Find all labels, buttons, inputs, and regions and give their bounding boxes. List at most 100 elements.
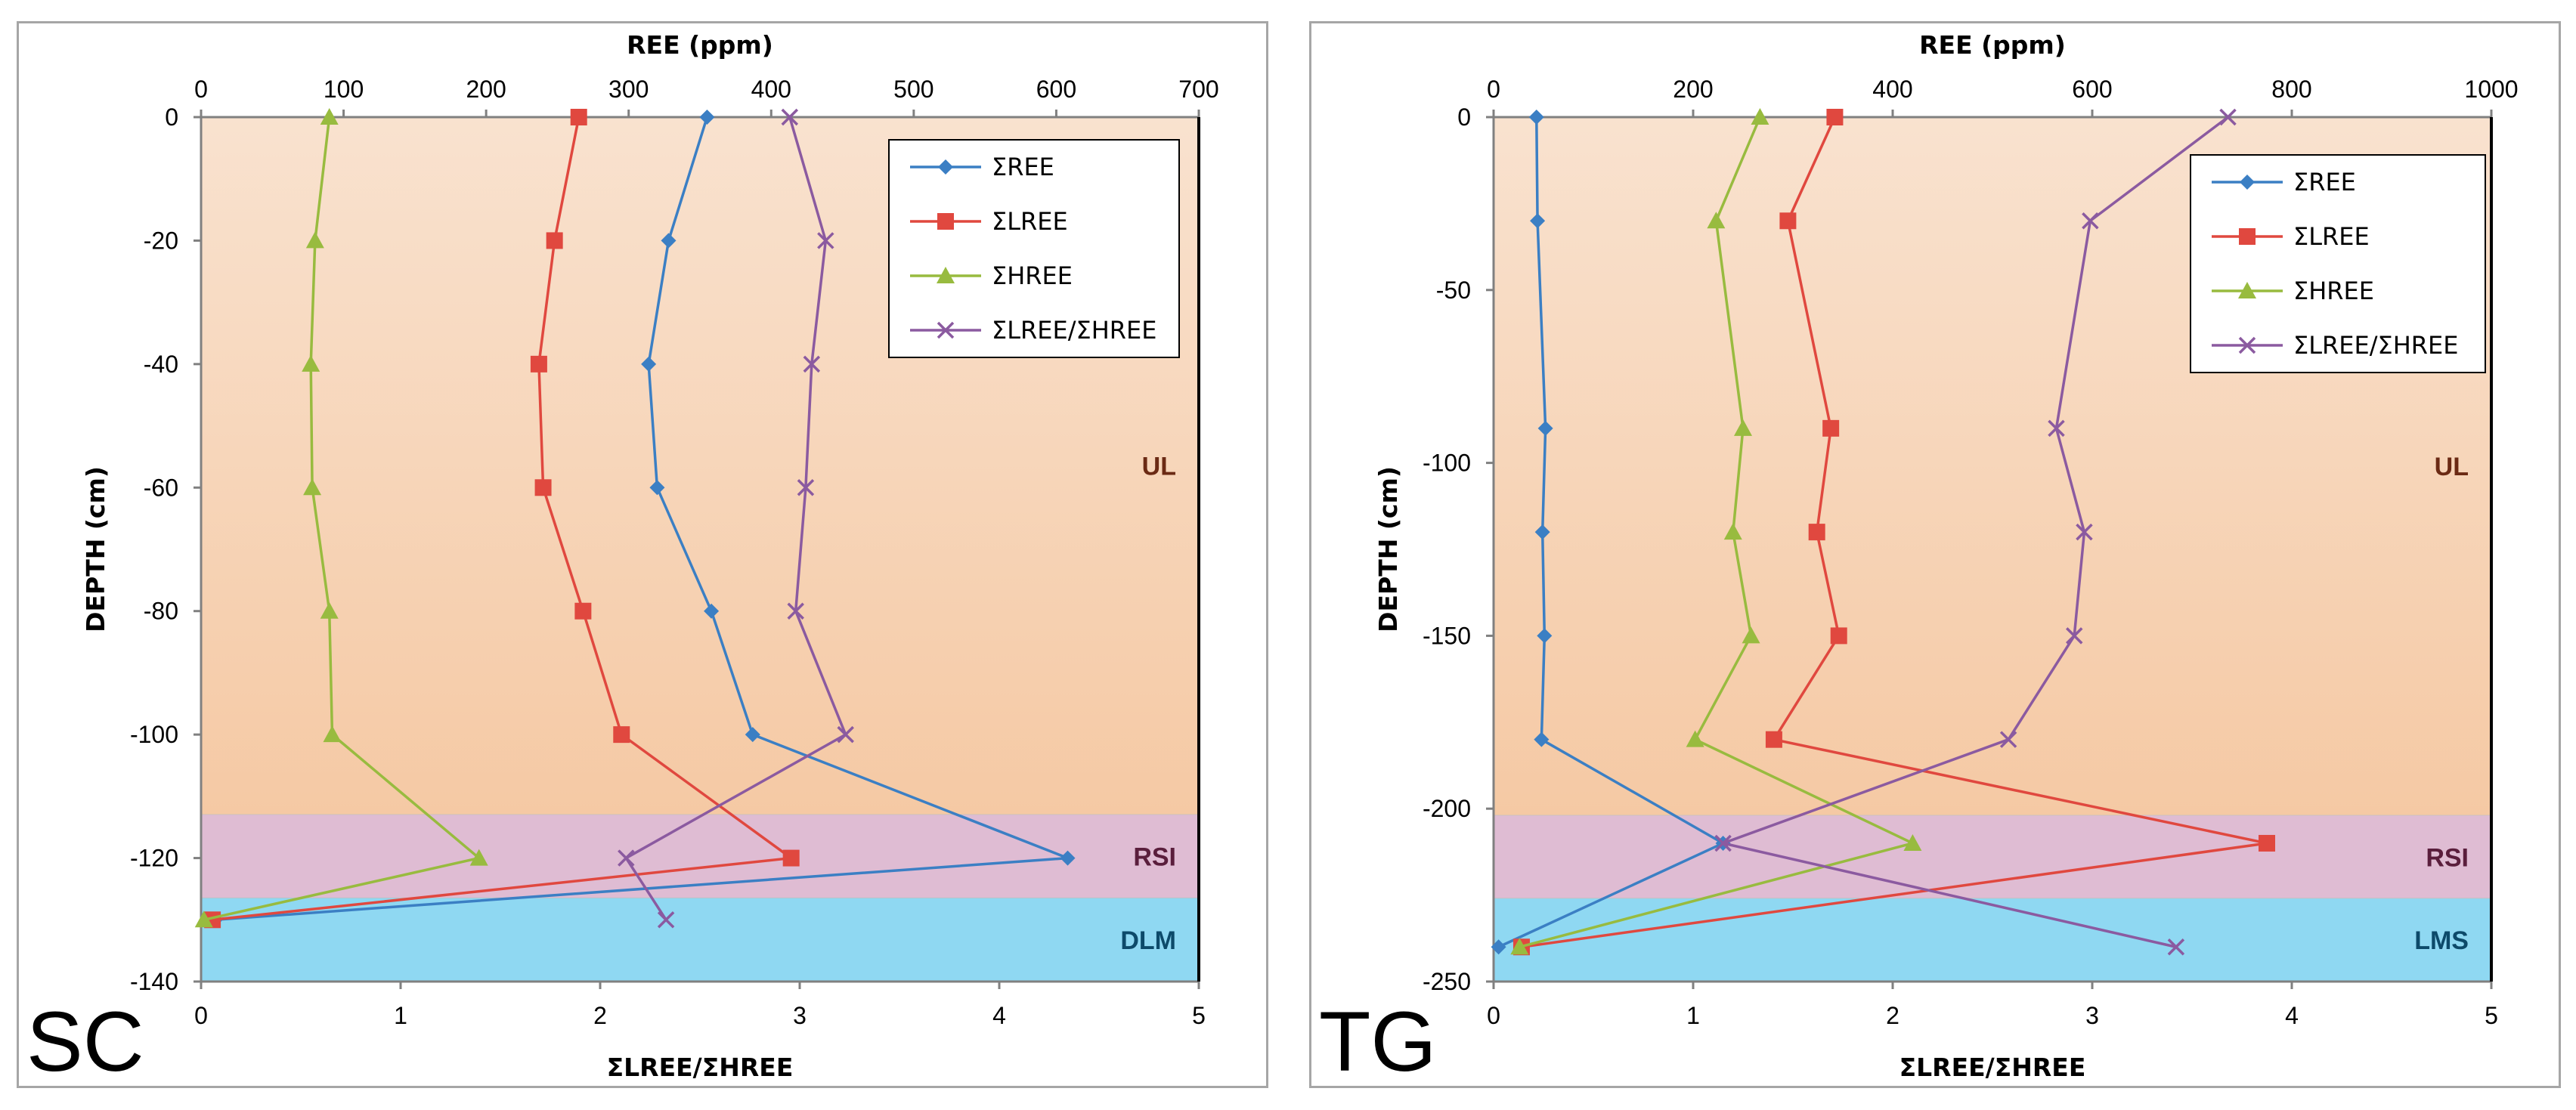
data-point — [613, 726, 630, 744]
data-point — [1510, 938, 1529, 955]
top-x-tick-label: 600 — [1036, 76, 1076, 103]
zone-lms — [1494, 898, 2491, 982]
legend-label: ΣLREE — [992, 207, 1068, 236]
data-point — [469, 849, 488, 866]
bottom-x-tick-label: 1 — [1686, 1002, 1700, 1029]
y-ticks: 0 -20 -40 -60 -80 -100 -120 -140 — [130, 104, 201, 995]
data-point — [320, 601, 339, 619]
y-tick-label: -80 — [144, 598, 178, 625]
data-point — [530, 355, 547, 373]
data-point — [1779, 212, 1797, 230]
top-x-ticks: 0 100 200 300 400 500 600 700 — [194, 76, 1219, 117]
data-point — [1530, 213, 1546, 229]
data-point — [1903, 833, 1922, 851]
bottom-x-tick-label: 3 — [793, 1002, 807, 1029]
series-line — [624, 116, 847, 921]
data-point — [1707, 212, 1726, 229]
series-line — [215, 116, 1070, 922]
data-point — [1534, 524, 1550, 540]
y-tick-label: -100 — [1423, 450, 1471, 477]
top-x-tick-label: 200 — [1673, 76, 1713, 103]
legend-label: ΣREE — [2293, 168, 2356, 196]
data-point — [704, 603, 720, 619]
y-tick-label: -40 — [144, 351, 178, 378]
site-label: SC — [26, 994, 144, 1086]
data-point — [320, 108, 339, 125]
data-point — [1999, 731, 2017, 748]
top-x-tick-label: 0 — [194, 76, 208, 103]
data-point — [937, 321, 955, 339]
zone-dlm — [201, 898, 1199, 982]
legend-item-lree-hree-ratio: ΣLREE/ΣHREE — [2212, 331, 2458, 360]
data-point — [803, 355, 821, 373]
legend-label: ΣREE — [992, 153, 1054, 181]
legend-item-lree-hree-ratio: ΣLREE/ΣHREE — [910, 316, 1156, 345]
legend-item-sum-lree: ΣLREE — [2212, 222, 2370, 251]
bottom-x-tick-label: 4 — [992, 1002, 1006, 1029]
data-point — [1808, 524, 1825, 541]
series-line — [212, 116, 793, 922]
top-axis-title: REE (ppm) — [1919, 30, 2066, 60]
legend-item-sum-lree: ΣLREE — [910, 207, 1068, 236]
top-x-tick-label: 300 — [608, 76, 649, 103]
bottom-axis-title: ΣLREE/ΣHREE — [607, 1053, 794, 1082]
data-point — [1822, 419, 1840, 437]
top-x-tick-label: 400 — [1872, 76, 1912, 103]
data-point — [1734, 419, 1752, 436]
data-point — [837, 725, 854, 744]
series-line — [1519, 116, 1915, 948]
data-point — [2239, 228, 2256, 245]
zone-label-lms: LMS — [2414, 926, 2469, 955]
data-point — [2048, 419, 2065, 438]
data-point — [618, 849, 635, 867]
top-x-tick-label: 600 — [2072, 76, 2112, 103]
data-point — [797, 479, 815, 496]
y-axis-title: DEPTH (cm) — [1373, 466, 1403, 632]
chart-tg: UL RSI LMS 0 200 400 600 800 1000 0 1 2 3 4 5 0 -50 -100 -… — [1319, 30, 2519, 1086]
legend-item-sum-ree: ΣREE — [910, 153, 1054, 181]
top-x-tick-label: 500 — [893, 76, 933, 103]
legend-box — [888, 139, 1180, 358]
data-point — [2066, 627, 2083, 645]
zone-label-ul: UL — [2435, 453, 2469, 481]
data-point — [781, 108, 799, 126]
series-line — [1497, 116, 1725, 948]
data-point — [699, 110, 715, 125]
y-tick-label: 0 — [1457, 104, 1471, 131]
chart-panel-sc: UL RSI DLM 0 100 200 300 400 500 600 700 0 1 2 3 4 5 0 -20… — [17, 21, 1268, 1088]
data-point — [305, 231, 324, 249]
data-point — [661, 233, 677, 249]
data-point — [2076, 523, 2093, 541]
series-line — [203, 116, 481, 921]
bottom-x-ticks: 0 1 2 3 4 5 — [1487, 982, 2498, 1029]
data-point — [817, 232, 834, 249]
top-x-tick-label: 700 — [1178, 76, 1218, 103]
y-tick-label: -60 — [144, 474, 178, 501]
bottom-x-tick-label: 1 — [394, 1002, 407, 1029]
data-point — [546, 232, 563, 249]
legend: ΣREE ΣLREE ΣHREE ΣLREE/ΣHREE — [888, 139, 1180, 358]
legend-item-sum-hree: ΣHREE — [910, 261, 1073, 290]
chart-panel-tg: UL RSI LMS 0 200 400 600 800 1000 0 1 2 3 4 5 0 -50 -100 -… — [1309, 21, 2561, 1088]
data-point — [302, 354, 320, 372]
top-x-tick-label: 800 — [2271, 76, 2311, 103]
top-x-tick-label: 400 — [751, 76, 791, 103]
data-point — [2238, 336, 2256, 354]
top-x-tick-label: 1000 — [2464, 76, 2518, 103]
top-x-ticks: 0 200 400 600 800 1000 — [1487, 76, 2519, 117]
data-point — [649, 480, 665, 496]
data-point — [1765, 731, 1782, 748]
legend-label: ΣHREE — [2293, 277, 2374, 305]
data-point — [938, 159, 953, 175]
data-point — [1491, 939, 1506, 955]
bottom-x-ticks: 0 1 2 3 4 5 — [194, 982, 1206, 1029]
data-point — [323, 725, 342, 743]
bottom-x-tick-label: 2 — [593, 1002, 607, 1029]
data-point — [1534, 731, 1550, 747]
zone-label-rsi: RSI — [1133, 843, 1176, 872]
data-point — [2167, 938, 2185, 956]
y-tick-label: -120 — [130, 845, 178, 872]
legend-label: ΣHREE — [992, 261, 1073, 290]
data-point — [937, 213, 954, 230]
y-tick-label: -150 — [1423, 622, 1471, 649]
